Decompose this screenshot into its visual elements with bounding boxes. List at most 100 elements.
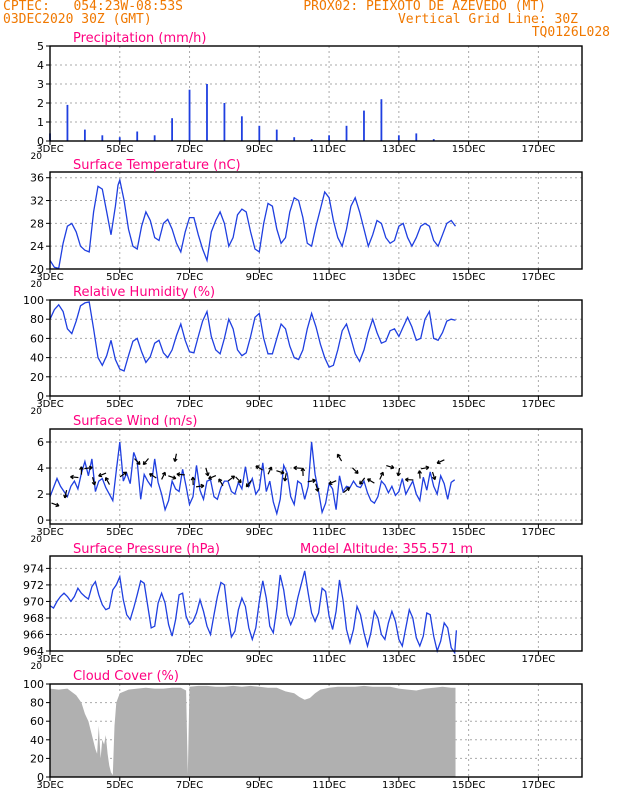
wind-arrow	[218, 478, 224, 487]
y-tick-label: 40	[30, 734, 44, 747]
wind-arrow	[134, 458, 141, 466]
y-tick-label: 0	[37, 135, 44, 148]
temp-line	[49, 177, 457, 270]
y-tick-label: 24	[30, 240, 44, 253]
wind-arrow	[79, 466, 84, 475]
x-tick-label: 13DEC	[382, 780, 416, 791]
header-station-name: PROX02: PEIXOTO DE AZEVEDO (MT)	[303, 0, 546, 14]
x-tick-label: 13DEC	[382, 527, 416, 538]
wind-arrow	[176, 472, 185, 477]
x-tick-label: 15DEC	[452, 272, 486, 283]
y-tick-label: 60	[30, 715, 44, 728]
y-tick-label: 4	[37, 59, 44, 72]
rh-frame	[49, 299, 583, 397]
y-tick-label: 20	[30, 752, 44, 765]
y-tick-label: 5	[37, 40, 44, 53]
x-tick-label: 17DEC	[522, 654, 556, 665]
header-station-code: CPTEC: 054:23W-08:53S	[3, 0, 184, 14]
y-tick-label: 20	[30, 263, 44, 276]
y-tick-label: 4	[37, 462, 44, 475]
wind-arrow	[190, 476, 196, 486]
wind-arrow	[119, 471, 128, 478]
x-tick-label: 3DEC	[36, 780, 63, 791]
x-tick-label: 17DEC	[522, 399, 556, 410]
wind-frame	[49, 428, 583, 525]
wind-arrow	[161, 471, 167, 480]
wind-arrow	[431, 471, 437, 481]
x-tick-label: 11DEC	[312, 144, 346, 155]
y-tick-label: 3	[37, 78, 44, 91]
wind-arrow	[379, 471, 385, 480]
wind-arrow	[436, 459, 445, 465]
x-tick-label: 17DEC	[522, 272, 556, 283]
y-tick-label: 32	[30, 195, 44, 208]
temp-title: Surface Temperature (nC)	[73, 158, 241, 173]
y-tick-label: 28	[30, 217, 44, 230]
wind-arrow	[386, 464, 395, 470]
x-tick-label: 15DEC	[452, 144, 486, 155]
x-tick-label: 11DEC	[312, 654, 346, 665]
temp-panel: 20 24 28 32 36 3DEC 5DEC 7DEC 9DEC 11DEC 13DEC 15DE…	[30, 158, 583, 290]
wind-arrow	[366, 478, 375, 484]
x-tick-label: 11DEC	[312, 780, 346, 791]
temp-frame	[49, 171, 583, 270]
pres-title-secondary: Model Altitude: 355.571 m	[300, 542, 473, 557]
x-tick-label: 11DEC	[312, 399, 346, 410]
wind-arrow	[359, 477, 366, 485]
y-tick-label: 6	[37, 436, 44, 449]
x-tick-label: 13DEC	[382, 654, 416, 665]
wind-arrow	[51, 502, 60, 508]
y-tick-label: 1	[37, 116, 44, 129]
x-tick-label: 17DEC	[522, 144, 556, 155]
wind-arrow	[282, 473, 288, 482]
wind-line	[49, 441, 456, 517]
precip-bar	[153, 135, 156, 141]
precip-bar	[223, 103, 226, 141]
precip-bar	[118, 137, 121, 141]
x-tick-label: 3DEC	[36, 527, 63, 538]
pres-title: Surface Pressure (hPa)	[73, 542, 220, 557]
y-tick-label: 968	[23, 612, 44, 625]
wind-title: Surface Wind (m/s)	[73, 414, 197, 429]
x-year-stub: 20	[31, 407, 43, 417]
wind-arrow	[328, 480, 337, 486]
x-tick-label: 15DEC	[452, 399, 486, 410]
x-year-stub: 20	[31, 662, 43, 672]
x-tick-label: 3DEC	[36, 144, 63, 155]
wind-arrow	[293, 465, 302, 471]
wind-arrow	[276, 470, 285, 475]
x-tick-label: 9DEC	[246, 654, 273, 665]
wind-arrow	[70, 474, 79, 480]
precip-bar	[101, 135, 104, 141]
header-model-id: TQ0126L028	[531, 25, 610, 40]
wind-arrow	[227, 475, 236, 482]
x-year-stub: 20	[31, 280, 43, 290]
wind-arrow	[307, 478, 316, 484]
x-tick-label: 5DEC	[106, 272, 133, 283]
wind-arrow	[173, 453, 178, 462]
wind-arrow	[149, 473, 157, 479]
x-tick-label: 17DEC	[522, 527, 556, 538]
wind-arrow	[205, 467, 210, 477]
precip-bar	[206, 84, 208, 141]
wind-arrow	[142, 458, 149, 466]
cloud-frame	[49, 683, 583, 778]
x-tick-label: 7DEC	[176, 654, 203, 665]
wind-arrow	[208, 475, 217, 480]
x-tick-label: 5DEC	[106, 144, 133, 155]
wind-arrow	[195, 483, 205, 489]
wind-arrow	[343, 487, 351, 494]
wind-arrow	[104, 477, 111, 485]
precip-bar	[397, 135, 400, 141]
wind-arrow	[91, 477, 97, 486]
precip-bar	[310, 139, 313, 141]
y-tick-label: 0	[37, 771, 44, 784]
cloud-cover-area	[50, 685, 456, 777]
x-tick-label: 7DEC	[176, 399, 203, 410]
wind-arrow	[168, 475, 177, 480]
wind-arrow	[300, 467, 306, 476]
wind-arrow	[315, 483, 320, 492]
pres-frame	[49, 555, 583, 652]
y-tick-label: 970	[23, 595, 44, 608]
x-tick-label: 9DEC	[246, 527, 273, 538]
